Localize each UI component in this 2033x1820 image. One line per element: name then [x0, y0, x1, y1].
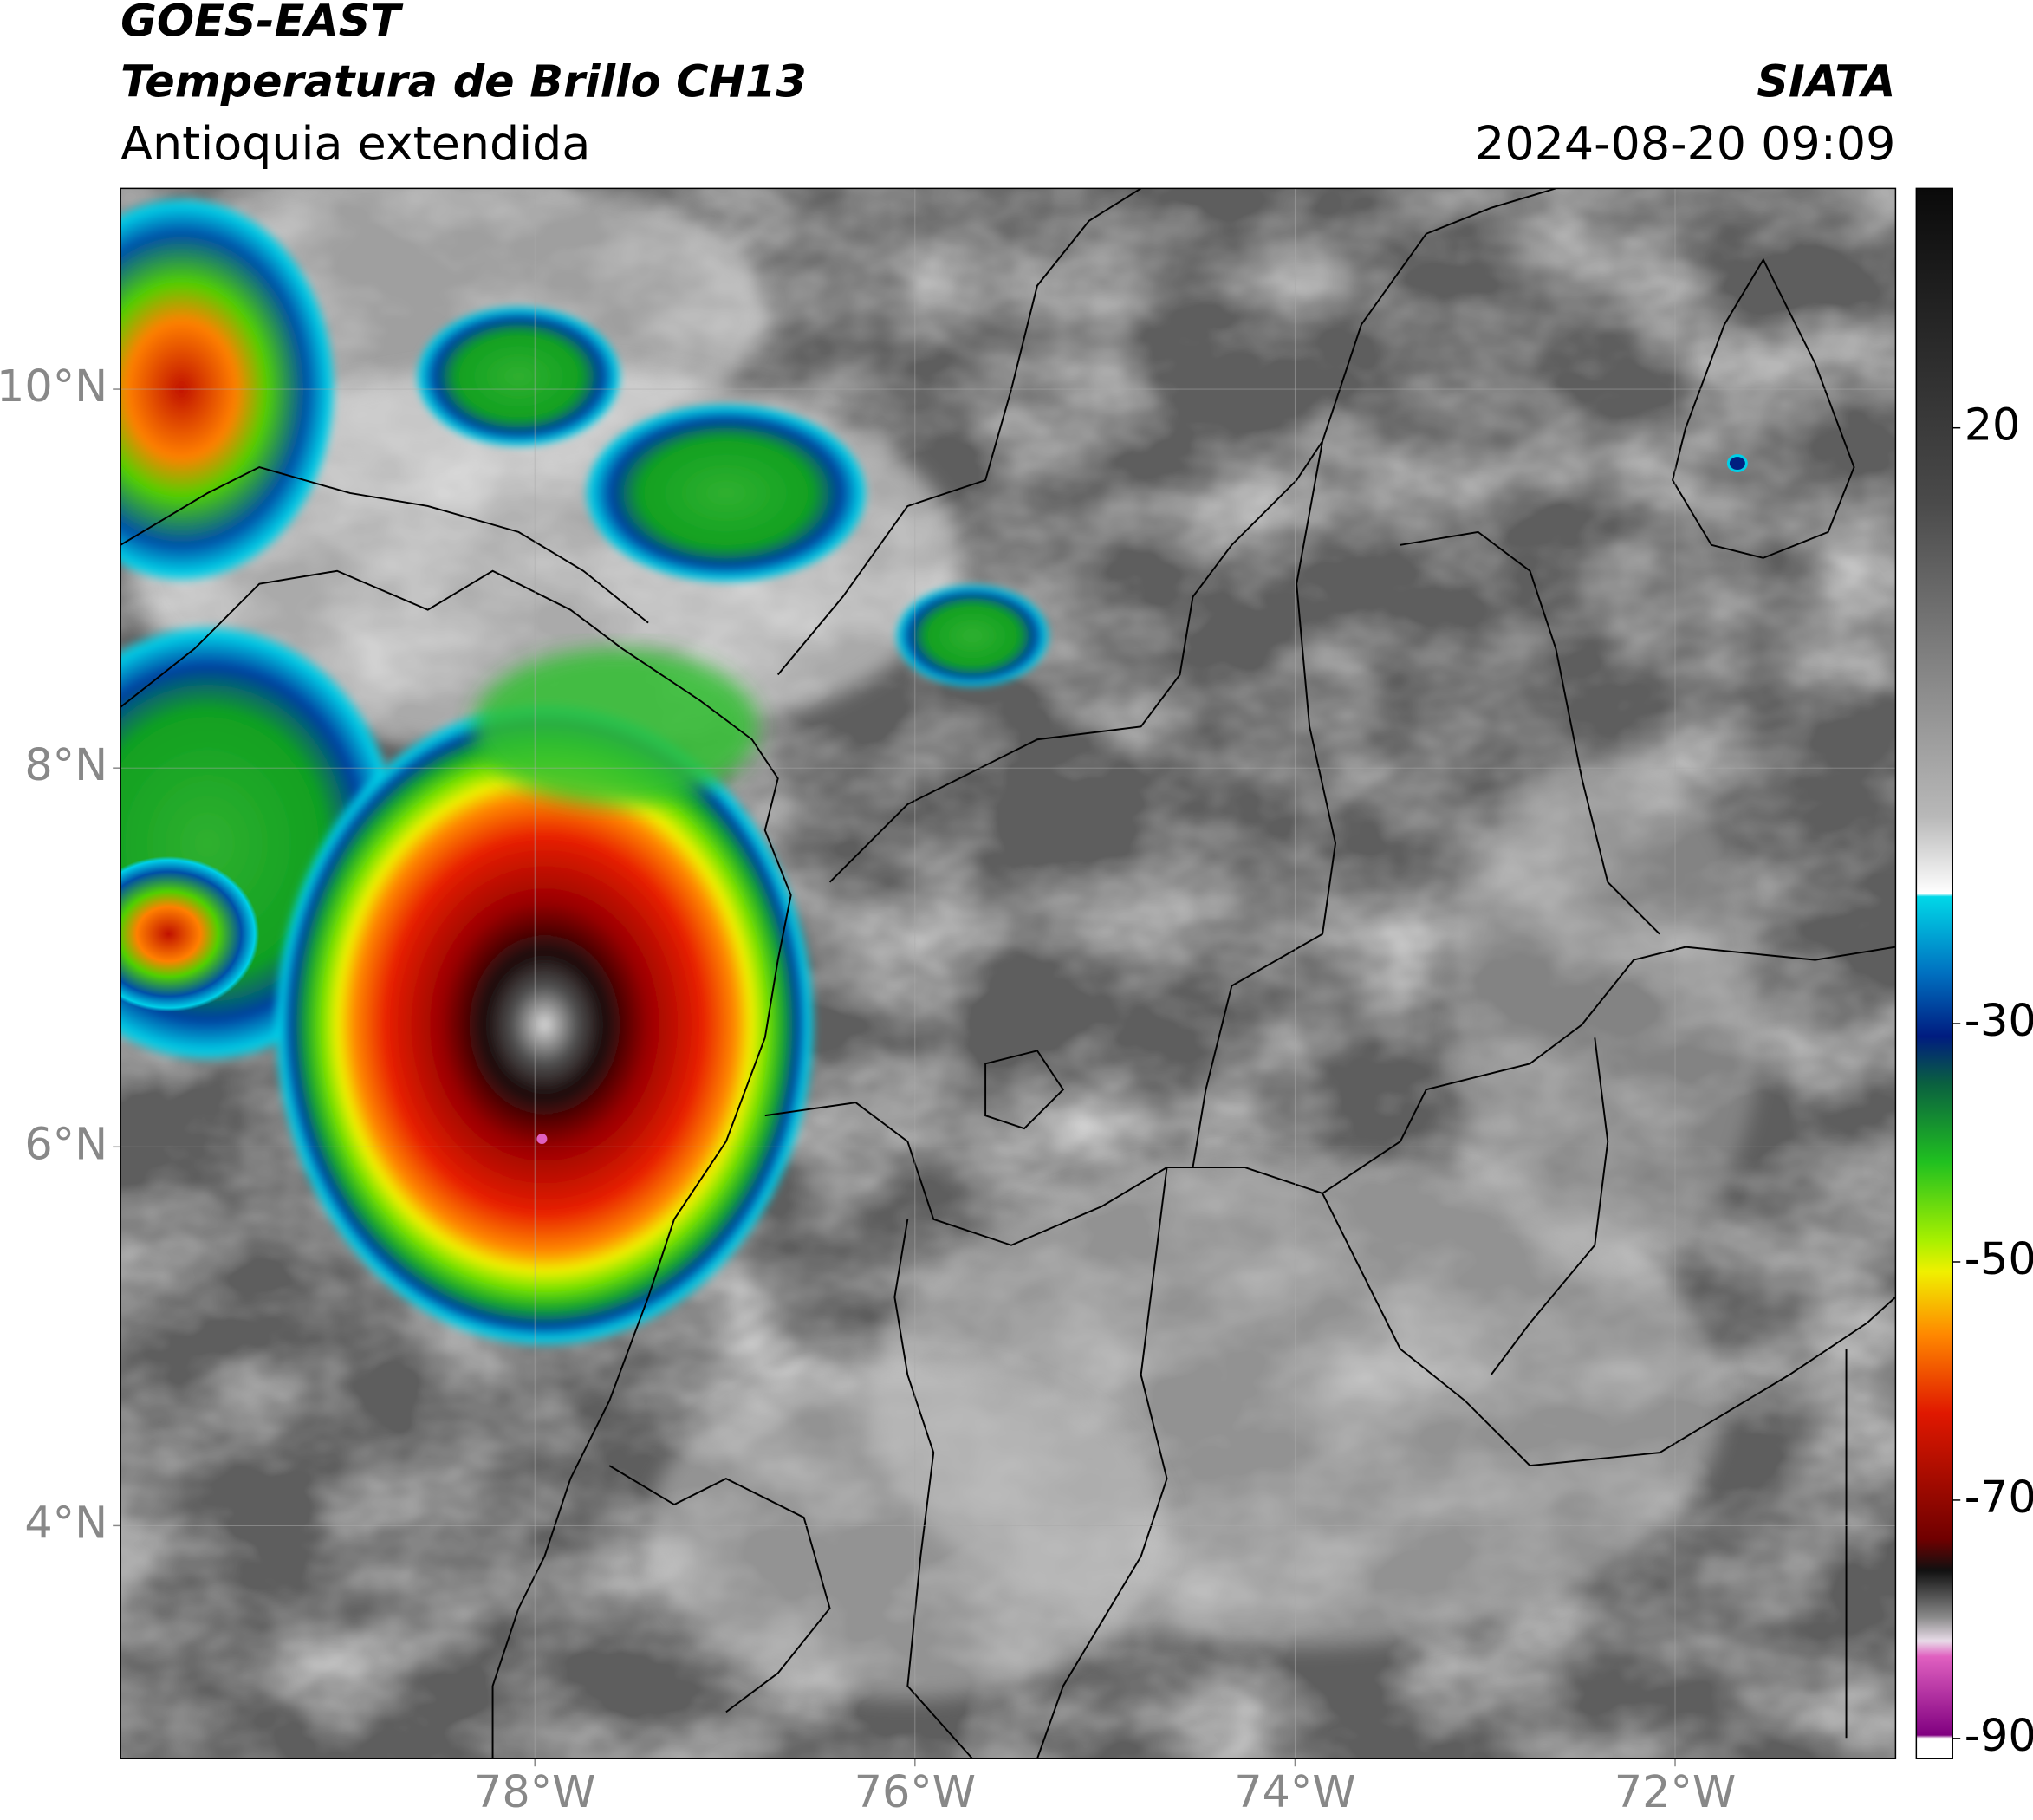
convection: [583, 402, 869, 584]
small-cell: [1726, 454, 1748, 473]
lon-tick-label: 76°W: [854, 1766, 976, 1817]
colorbar-tick-label: -30: [1965, 995, 2033, 1046]
colorbar: [1915, 187, 1953, 1759]
storm-system: [272, 700, 817, 1349]
lon-tick-label: 74°W: [1234, 1766, 1355, 1817]
convection: [473, 648, 759, 805]
coldest-top: [536, 1134, 548, 1145]
timestamp: 2024-08-20 09:09: [1475, 116, 1895, 171]
lat-tick-label: 6°N: [24, 1118, 107, 1169]
boundaries: [120, 188, 1896, 1759]
graticule: 78°W 76°W 74°W 72°W 4°N 6°N 8°N 10°N: [0, 188, 1896, 1817]
colorbar-tick-label: -70: [1965, 1472, 2033, 1523]
colorbar-axis: 20 -30 -50 -70 -90: [1952, 400, 2033, 1761]
lon-tick-label: 72°W: [1614, 1766, 1736, 1817]
convection: [414, 305, 623, 448]
product-title: Temperatura de Brillo CH13: [120, 56, 807, 107]
lat-tick-label: 8°N: [24, 739, 107, 790]
satellite-name: GOES-EAST: [120, 0, 404, 46]
region-name: Antioquia extendida: [120, 116, 590, 171]
agency-name: SIATA: [1757, 56, 1895, 107]
convection: [894, 583, 1050, 688]
lat-tick-label: 10°N: [0, 361, 107, 412]
colorbar-tick-label: -50: [1965, 1233, 2033, 1284]
colorbar-tick-label: -90: [1965, 1710, 2033, 1761]
lat-tick-label: 4°N: [24, 1497, 107, 1548]
colorbar-tick-label: 20: [1965, 400, 2021, 451]
low-clouds: [1452, 752, 1763, 1271]
lon-tick-label: 78°W: [474, 1766, 595, 1817]
convection: [120, 855, 260, 1012]
satellite-image: [120, 188, 1896, 1759]
map-frame: [120, 187, 1897, 1759]
low-clouds: [648, 1362, 1167, 1700]
